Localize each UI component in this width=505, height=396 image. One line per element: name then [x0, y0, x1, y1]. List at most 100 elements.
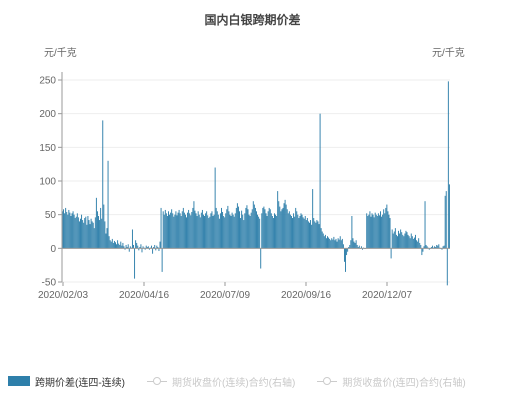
bar[interactable]	[200, 212, 202, 249]
bar[interactable]	[106, 228, 108, 249]
bar[interactable]	[371, 213, 373, 249]
bar[interactable]	[121, 245, 123, 249]
bar[interactable]	[244, 213, 246, 249]
bar[interactable]	[422, 248, 424, 252]
bar[interactable]	[133, 244, 134, 249]
bar[interactable]	[337, 238, 339, 249]
bar[interactable]	[335, 238, 337, 249]
bar[interactable]	[94, 217, 96, 249]
bar[interactable]	[85, 216, 87, 249]
bar[interactable]	[336, 241, 338, 249]
bar[interactable]	[351, 216, 353, 249]
bar[interactable]	[92, 222, 94, 249]
bar[interactable]	[327, 236, 328, 249]
bar[interactable]	[391, 229, 393, 249]
bar[interactable]	[338, 239, 340, 249]
bar[interactable]	[71, 213, 73, 249]
bar[interactable]	[135, 240, 137, 249]
bar[interactable]	[229, 214, 231, 249]
bar[interactable]	[209, 216, 211, 249]
bar[interactable]	[186, 217, 187, 249]
bar[interactable]	[140, 244, 142, 249]
bar[interactable]	[161, 248, 163, 272]
bar[interactable]	[342, 244, 344, 249]
bar[interactable]	[350, 240, 352, 249]
bar[interactable]	[252, 201, 254, 249]
bar[interactable]	[122, 242, 124, 249]
bar[interactable]	[254, 207, 256, 249]
bar[interactable]	[278, 201, 280, 249]
bar[interactable]	[321, 231, 323, 249]
bar[interactable]	[356, 244, 358, 249]
bar[interactable]	[277, 191, 279, 249]
bar[interactable]	[67, 214, 69, 249]
bar[interactable]	[317, 221, 319, 249]
bar[interactable]	[380, 211, 381, 249]
bar[interactable]	[423, 246, 425, 249]
bar[interactable]	[265, 213, 267, 249]
bar[interactable]	[247, 209, 249, 249]
bar[interactable]	[270, 213, 272, 249]
bar[interactable]	[258, 216, 260, 249]
bar[interactable]	[299, 216, 301, 249]
bar[interactable]	[110, 241, 112, 249]
bar[interactable]	[163, 214, 165, 249]
bar[interactable]	[394, 228, 396, 249]
bar[interactable]	[362, 248, 363, 250]
bar[interactable]	[314, 221, 316, 249]
bar[interactable]	[318, 224, 320, 249]
bar[interactable]	[375, 214, 377, 249]
bar[interactable]	[447, 81, 449, 249]
bar[interactable]	[328, 237, 330, 249]
bar[interactable]	[325, 238, 327, 249]
bar[interactable]	[80, 218, 81, 249]
bar[interactable]	[227, 205, 229, 249]
bar[interactable]	[123, 246, 125, 249]
bar[interactable]	[126, 246, 128, 249]
bar[interactable]	[263, 206, 265, 249]
bar[interactable]	[176, 215, 178, 249]
bar[interactable]	[377, 213, 379, 249]
bar[interactable]	[358, 245, 360, 249]
bar[interactable]	[280, 211, 282, 249]
bar[interactable]	[199, 217, 201, 249]
bar[interactable]	[384, 213, 386, 249]
bar[interactable]	[243, 220, 245, 249]
bar[interactable]	[103, 204, 105, 249]
bar[interactable]	[218, 218, 220, 249]
bar[interactable]	[349, 244, 351, 249]
bar[interactable]	[434, 246, 436, 249]
bar[interactable]	[96, 211, 98, 249]
bar[interactable]	[221, 207, 222, 249]
bar[interactable]	[107, 160, 109, 249]
bar[interactable]	[240, 218, 242, 249]
bar[interactable]	[139, 246, 141, 249]
bar[interactable]	[194, 210, 196, 249]
bar[interactable]	[119, 244, 121, 249]
bar[interactable]	[319, 113, 321, 249]
bar[interactable]	[373, 217, 375, 249]
bar[interactable]	[345, 248, 346, 272]
bar[interactable]	[178, 209, 180, 249]
bar[interactable]	[195, 213, 197, 249]
bar[interactable]	[430, 246, 432, 249]
bar[interactable]	[168, 211, 169, 249]
bar[interactable]	[436, 244, 438, 249]
bar[interactable]	[137, 245, 139, 249]
bar[interactable]	[233, 216, 235, 249]
bar[interactable]	[274, 213, 275, 249]
bar[interactable]	[249, 216, 251, 249]
bar[interactable]	[190, 215, 192, 249]
bar[interactable]	[307, 221, 309, 249]
bar[interactable]	[118, 243, 120, 249]
bar[interactable]	[396, 236, 398, 249]
bar[interactable]	[324, 234, 326, 249]
bar[interactable]	[145, 245, 147, 249]
bar[interactable]	[366, 213, 368, 249]
bar[interactable]	[279, 206, 281, 249]
bar[interactable]	[262, 207, 264, 249]
bar[interactable]	[202, 214, 204, 249]
bar[interactable]	[217, 214, 219, 249]
bar[interactable]	[438, 244, 440, 249]
bar[interactable]	[417, 241, 419, 249]
